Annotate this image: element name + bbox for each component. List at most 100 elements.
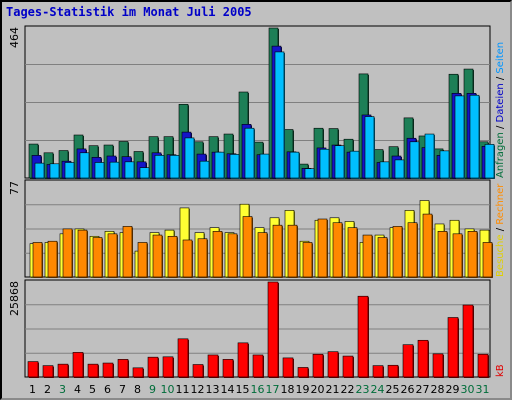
panel-bottom-legend-label: kB (495, 364, 506, 377)
x-axis-label-day-19: 19 (296, 383, 310, 396)
x-axis-label-day-22: 22 (341, 383, 355, 396)
bar-kb-day-11 (177, 338, 189, 378)
x-axis-label-day-20: 20 (311, 383, 325, 396)
x-axis-label-day-26: 26 (401, 383, 415, 396)
bar-seiten-day-17 (274, 51, 285, 179)
bar-seiten-day-13 (214, 151, 225, 179)
bar-seiten-day-4 (79, 152, 90, 179)
x-axis-label-day-16: 16 (251, 383, 265, 396)
x-axis-label-day-21: 21 (326, 383, 340, 396)
panel-middle-legend-label: Besuche / Rechner (495, 183, 506, 277)
x-axis-label-day-4: 4 (74, 383, 81, 396)
legend-label-part: kB (495, 364, 506, 377)
bar-rechner-day-5 (92, 237, 103, 278)
legend-label-part: Besuche (495, 234, 506, 277)
panel-middle-ymax-label: 77 (8, 181, 21, 195)
bar-rechner-day-31 (482, 242, 493, 278)
bar-seiten-day-29 (454, 95, 465, 179)
bar-kb-day-14 (222, 359, 234, 378)
bar-rechner-day-1 (32, 242, 43, 278)
bar-rechner-day-16 (257, 232, 268, 278)
bar-seiten-day-26 (409, 141, 420, 179)
bar-seiten-day-15 (244, 127, 255, 179)
bar-kb-day-28 (432, 353, 444, 378)
bar-seiten-day-16 (259, 153, 270, 179)
bar-seiten-day-14 (229, 154, 240, 179)
bar-rechner-day-14 (227, 233, 238, 278)
bar-kb-day-4 (72, 352, 84, 378)
bar-rechner-day-24 (377, 237, 388, 278)
bar-seiten-day-19 (304, 168, 315, 179)
bar-kb-day-15 (237, 342, 249, 378)
bar-rechner-day-28 (437, 231, 448, 278)
bar-seiten-day-8 (139, 167, 150, 179)
bar-seiten-day-7 (124, 161, 135, 179)
bar-seiten-day-21 (334, 145, 345, 179)
x-axis-label-day-14: 14 (221, 383, 235, 396)
x-axis-label-day-8: 8 (134, 383, 141, 396)
bar-rechner-day-9 (152, 234, 163, 278)
bar-seiten-day-24 (379, 161, 390, 179)
bar-seiten-day-12 (199, 160, 210, 179)
bar-kb-day-7 (117, 359, 129, 378)
x-axis-label-day-13: 13 (206, 383, 220, 396)
x-axis-label-day-10: 10 (161, 383, 175, 396)
bar-kb-day-27 (417, 339, 429, 378)
legend-label-part: Anfragen (495, 132, 506, 178)
x-axis-label-day-31: 31 (476, 383, 490, 396)
bar-kb-day-30 (462, 304, 474, 378)
bar-kb-day-24 (372, 365, 384, 378)
bar-rechner-day-12 (197, 238, 208, 278)
bar-rechner-day-18 (287, 224, 298, 278)
bar-seiten-day-23 (364, 116, 375, 179)
bar-rechner-day-22 (347, 227, 358, 278)
x-axis-label-day-15: 15 (236, 383, 250, 396)
legend-label-part: / (495, 122, 506, 132)
bar-kb-day-22 (342, 355, 354, 378)
bar-kb-day-12 (192, 364, 204, 378)
bar-seiten-day-30 (469, 94, 480, 179)
bar-kb-day-26 (402, 344, 414, 378)
bar-rechner-day-4 (77, 229, 88, 278)
bar-kb-day-29 (447, 317, 459, 378)
bar-seiten-day-20 (319, 148, 330, 179)
bar-kb-day-21 (327, 351, 339, 378)
panel-top-legend-label: Anfragen / Dateien / Seiten (495, 42, 506, 178)
legend-label-part: Rechner (495, 183, 506, 225)
bar-seiten-day-22 (349, 150, 360, 179)
x-axis-label-day-25: 25 (386, 383, 400, 396)
x-axis-label-day-30: 30 (461, 383, 475, 396)
bar-seiten-day-10 (169, 155, 180, 179)
bar-seiten-day-9 (154, 155, 165, 179)
bar-seiten-day-6 (109, 161, 120, 179)
bar-rechner-day-3 (62, 228, 73, 278)
bar-seiten-day-31 (484, 144, 495, 179)
x-axis-label-day-9: 9 (149, 383, 156, 396)
bar-rechner-day-15 (242, 216, 253, 278)
bar-rechner-day-23 (362, 234, 373, 278)
legend-label-part: Seiten (495, 42, 506, 74)
x-axis-label-day-28: 28 (431, 383, 445, 396)
x-axis-label-day-5: 5 (89, 383, 96, 396)
panel-top-ymax-label: 464 (8, 27, 21, 48)
bar-seiten-day-2 (49, 163, 60, 179)
bar-kb-day-18 (282, 357, 294, 378)
bar-kb-day-9 (147, 356, 159, 378)
x-axis-label-day-3: 3 (59, 383, 66, 396)
x-axis-label-day-24: 24 (371, 383, 385, 396)
x-axis-label-day-23: 23 (356, 383, 370, 396)
bar-kb-day-8 (132, 367, 144, 378)
x-axis-label-day-29: 29 (446, 383, 460, 396)
bar-seiten-day-3 (64, 162, 75, 179)
bar-rechner-day-29 (452, 233, 463, 278)
bar-rechner-day-26 (407, 222, 418, 278)
bar-rechner-day-21 (332, 222, 343, 278)
bar-kb-day-16 (252, 354, 264, 378)
bar-rechner-day-20 (317, 218, 328, 278)
bar-rechner-day-25 (392, 226, 403, 278)
bar-seiten-day-25 (394, 159, 405, 179)
x-axis-label-day-18: 18 (281, 383, 295, 396)
x-axis-label-day-11: 11 (176, 383, 190, 396)
bar-kb-day-1 (27, 361, 39, 378)
